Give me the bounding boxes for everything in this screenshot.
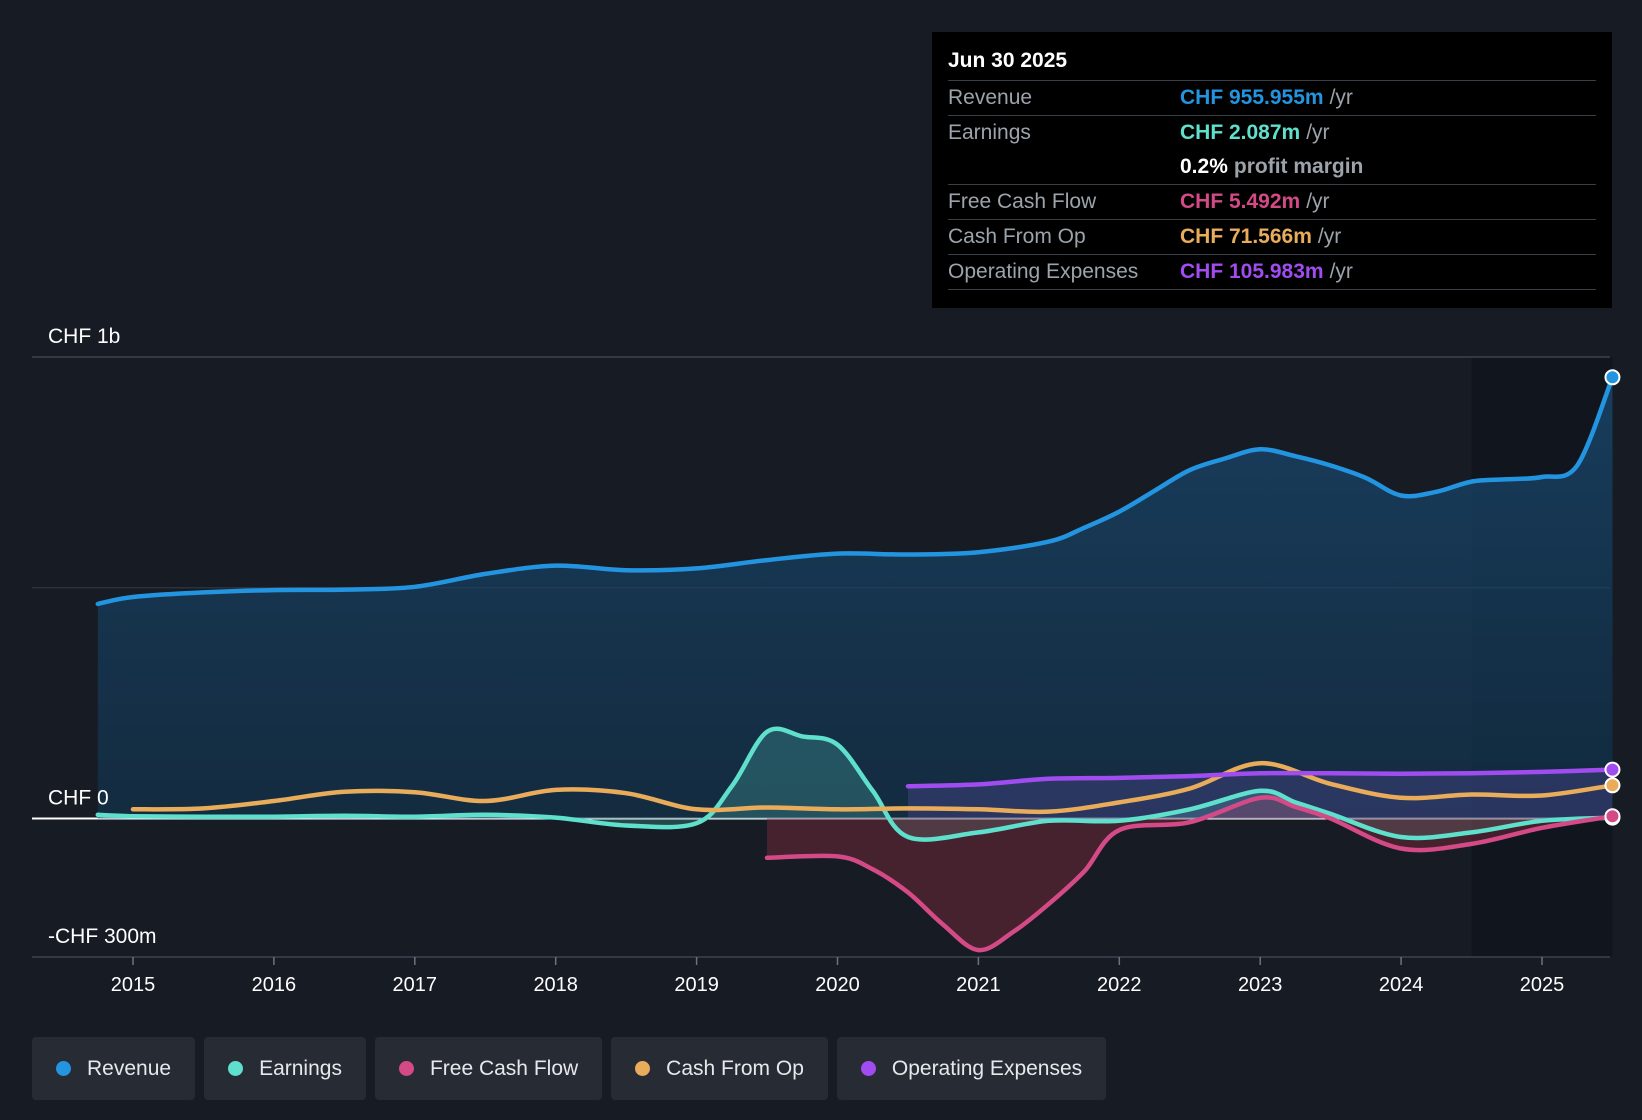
y-tick-label: CHF 1b: [48, 325, 120, 348]
tooltip-label: Operating Expenses: [948, 260, 1139, 283]
revenue-dot-icon: [56, 1061, 71, 1076]
tooltip-value: CHF 105.983m: [1180, 260, 1324, 283]
legend-label: Free Cash Flow: [429, 1056, 579, 1080]
tooltip-label: Free Cash Flow: [948, 190, 1097, 213]
tooltip-label: Cash From Op: [948, 225, 1086, 248]
cash-from-op-dot-icon: [635, 1061, 651, 1076]
legend-item-cash-from-op[interactable]: Cash From Op: [611, 1037, 828, 1100]
tooltip-row-margin: 0.2% profit margin: [948, 150, 1596, 185]
earnings-dot-icon: [228, 1061, 244, 1076]
legend-label: Revenue: [87, 1056, 172, 1080]
tooltip-unit: /yr: [1329, 260, 1353, 283]
tooltip-date: Jun 30 2025: [948, 46, 1596, 81]
cfo-end-marker: [1604, 777, 1621, 794]
tooltip-row-fcf: Free Cash Flow CHF 5.492m /yr: [948, 185, 1596, 220]
x-tick-label: 2023: [1238, 974, 1283, 996]
tooltip-label: Earnings: [948, 121, 1031, 144]
x-tick-label: 2016: [252, 974, 297, 996]
legend-item-revenue[interactable]: Revenue: [32, 1037, 196, 1100]
tooltip-value: 0.2%: [1180, 155, 1228, 178]
earnings-line: [95, 726, 1615, 842]
legend-label: Operating Expenses: [891, 1056, 1083, 1080]
free-cash-flow-dot-icon: [398, 1061, 414, 1076]
tooltip-label: Revenue: [948, 86, 1033, 109]
earnings-area: [97, 728, 1613, 840]
y-tick-label: CHF 0: [48, 787, 109, 810]
tooltip-row-earnings: Earnings CHF 2.087m /yr: [948, 116, 1596, 150]
x-tick-label: 2015: [111, 974, 156, 996]
x-tick-label: 2022: [1097, 974, 1142, 996]
revenue-line: [95, 375, 1615, 607]
tooltip-label: [948, 150, 1180, 184]
tooltip-unit: /yr: [1306, 190, 1330, 213]
tooltip-unit: profit margin: [1233, 155, 1364, 178]
tooltip-value: CHF 2.087m: [1180, 121, 1301, 144]
x-tick-label: 2018: [533, 974, 578, 996]
legend: Revenue Earnings Free Cash Flow Cash Fro…: [32, 1037, 1107, 1100]
legend-label: Earnings: [259, 1056, 342, 1080]
tooltip-unit: /yr: [1306, 121, 1330, 144]
opex-line: [905, 767, 1615, 789]
tooltip: Jun 30 2025 Revenue CHF 955.955m /yr Ear…: [932, 32, 1612, 308]
x-tick-label: 2025: [1520, 974, 1565, 996]
tooltip-value: CHF 5.492m: [1180, 190, 1301, 213]
x-tick-label: 2024: [1379, 974, 1424, 996]
fcf-end-marker: [1604, 808, 1621, 825]
x-tick-label: 2020: [815, 974, 860, 996]
operating-expenses-dot-icon: [860, 1061, 876, 1076]
revenue-end-marker: [1604, 369, 1621, 386]
fcf-line: [764, 795, 1615, 953]
x-tick-label: 2019: [674, 974, 719, 996]
cfo-line: [130, 760, 1615, 815]
tooltip-unit: /yr: [1329, 86, 1353, 109]
tooltip-unit: /yr: [1317, 225, 1342, 248]
legend-item-free-cash-flow[interactable]: Free Cash Flow: [374, 1037, 603, 1100]
tooltip-row-cfo: Cash From Op CHF 71.566m /yr: [948, 220, 1596, 255]
x-tick-label: 2017: [393, 974, 438, 996]
revenue-area: [97, 377, 1613, 819]
legend-label: Cash From Op: [666, 1056, 804, 1080]
x-tick-label: 2021: [956, 974, 1001, 996]
legend-item-operating-expenses[interactable]: Operating Expenses: [836, 1037, 1107, 1100]
tooltip-row-revenue: Revenue CHF 955.955m /yr: [948, 81, 1596, 116]
y-tick-label: -CHF 300m: [48, 925, 157, 948]
tooltip-value: CHF 955.955m: [1180, 86, 1324, 109]
tooltip-value: CHF 71.566m: [1180, 225, 1312, 248]
tooltip-row-opex: Operating Expenses CHF 105.983m /yr: [948, 255, 1596, 290]
opex-end-marker: [1604, 761, 1621, 778]
legend-item-earnings[interactable]: Earnings: [204, 1037, 366, 1100]
